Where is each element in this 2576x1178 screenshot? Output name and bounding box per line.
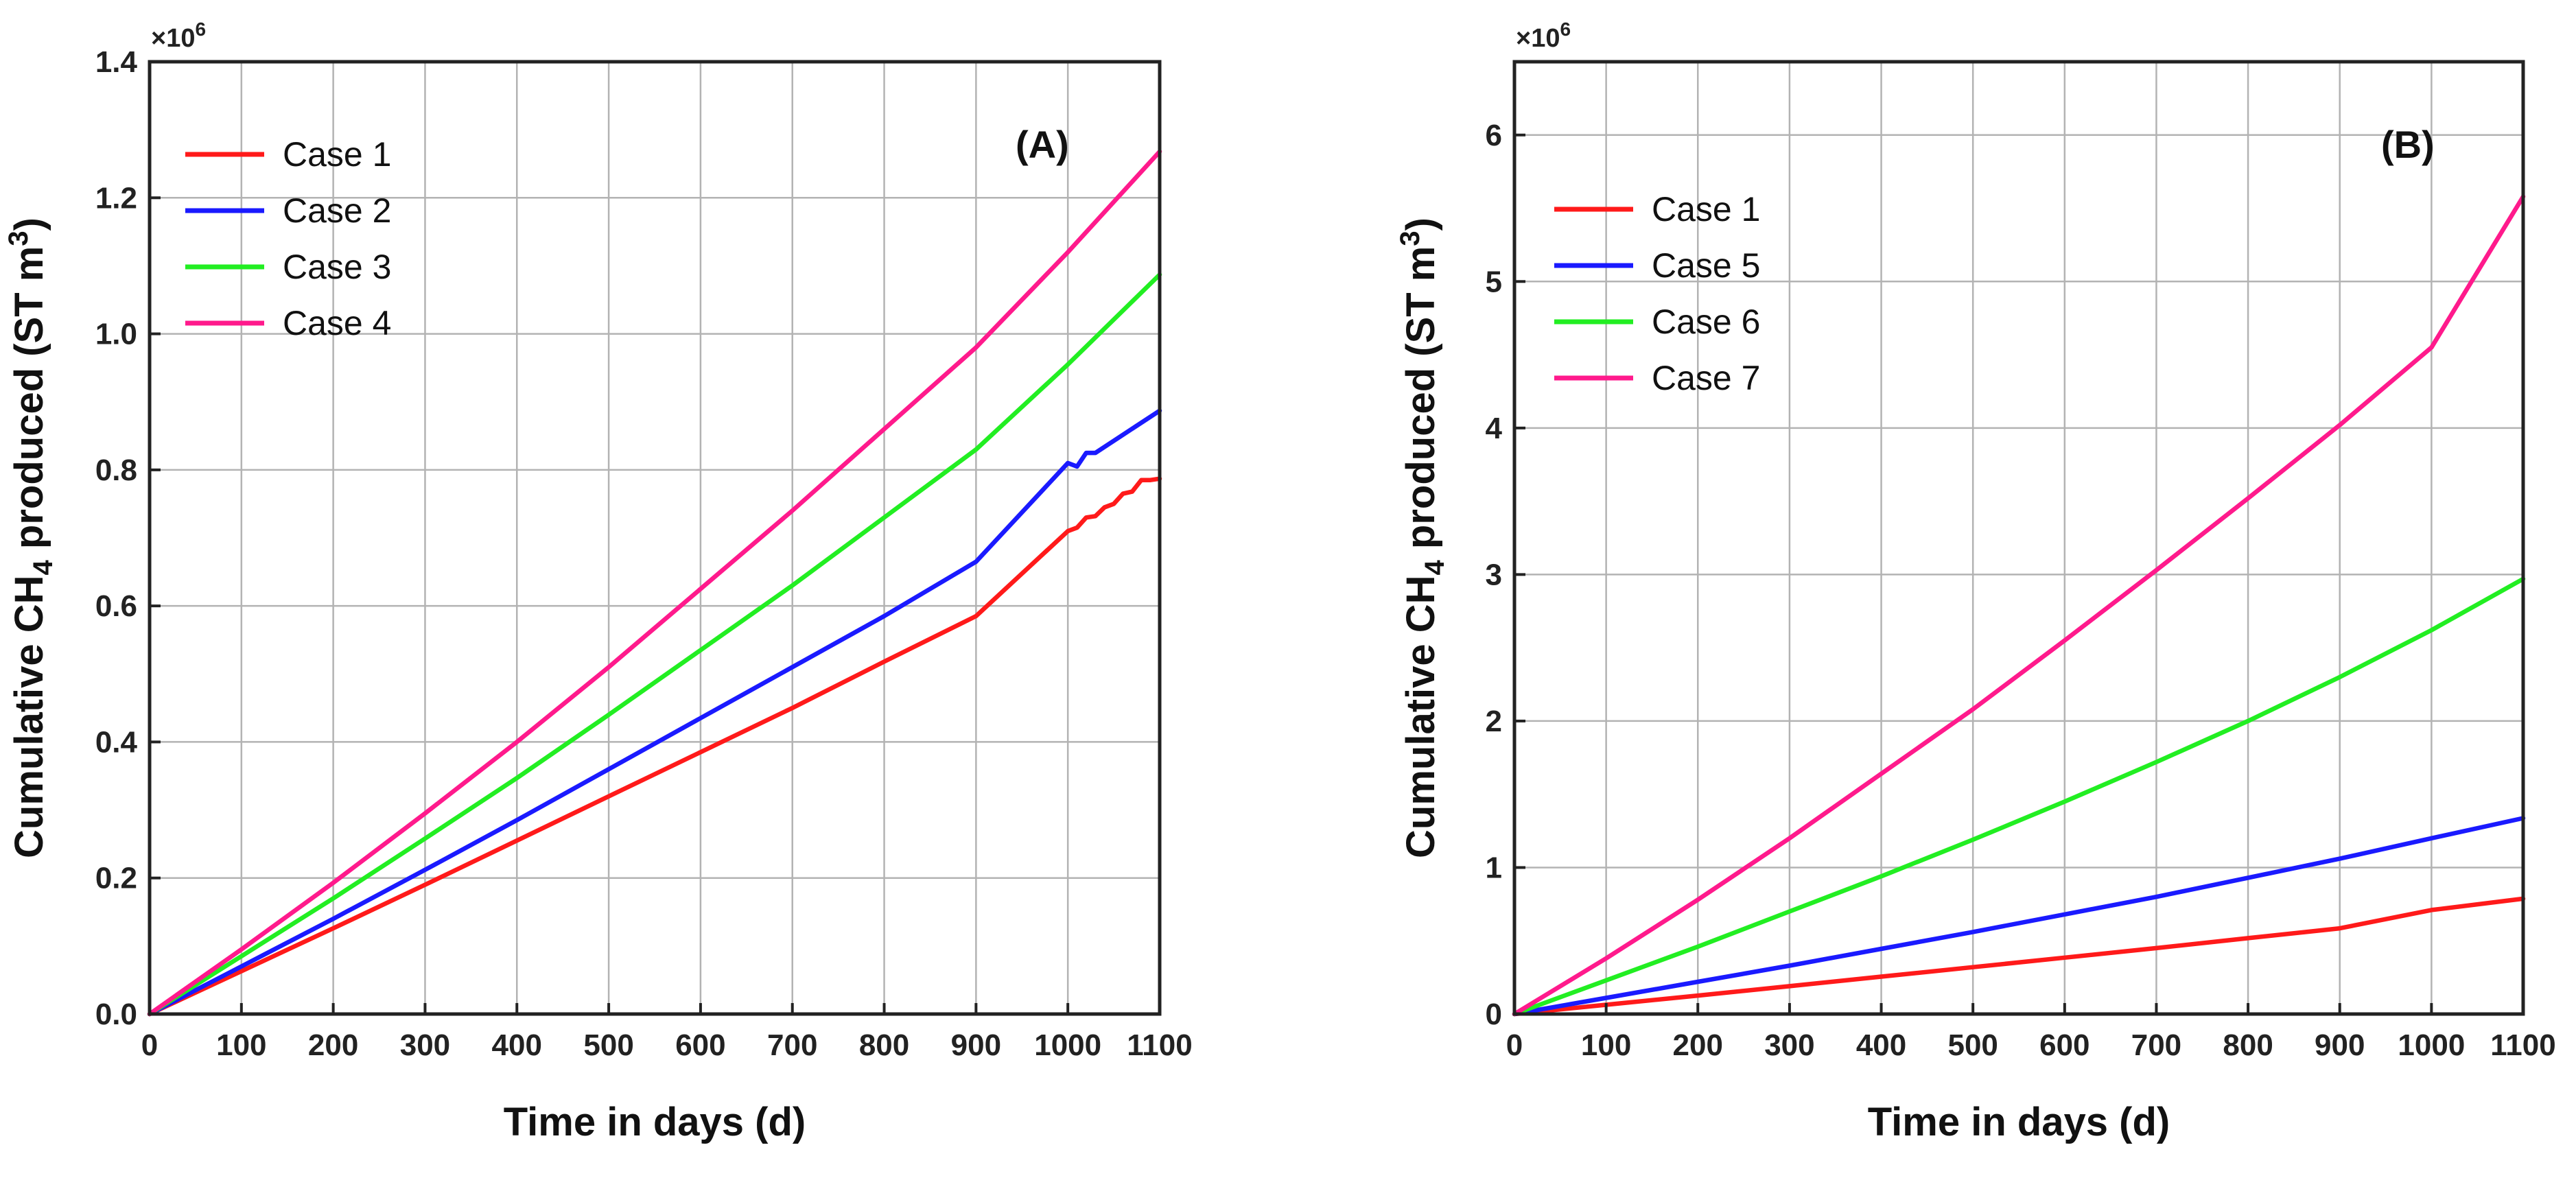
x-axis-title: Time in days (d): [504, 1100, 806, 1144]
x-tick-label: 100: [1581, 1028, 1631, 1062]
x-tick-label: 0: [1506, 1028, 1523, 1062]
y-tick-label: 0: [1486, 998, 1502, 1031]
legend-label: Case 4: [283, 304, 391, 342]
x-tick-label: 1100: [2490, 1028, 2555, 1062]
series-line-case-2: [147, 408, 1162, 1017]
series-line-case-1: [147, 476, 1162, 1017]
chart-panel-a: 0 100 200 300 400 500 600 700 800 900 1000 1100 0.0 0…: [3, 19, 1193, 1144]
ticks: 0 100 200 300 400 500 600 700 800 900 1000 1100 0 1 2 3…: [1486, 119, 2556, 1062]
x-tick-label: 0: [141, 1028, 158, 1062]
y-axis-title: Cumulative CH4 produced (ST m3): [1395, 217, 1450, 858]
x-tick-label: 500: [583, 1028, 633, 1062]
series-line-case-7: [1512, 194, 2526, 1017]
x-tick-label: 200: [308, 1028, 358, 1062]
series-group: [1512, 194, 2526, 1017]
ticks: 0 100 200 300 400 500 600 700 800 900 1000 1100 0.0 0…: [95, 45, 1193, 1062]
y-tick-label: 0.6: [95, 589, 137, 623]
y-tick-label: 1.0: [95, 318, 137, 351]
x-tick-label: 800: [2223, 1028, 2273, 1062]
panel-label: (B): [2381, 123, 2435, 166]
x-tick-label: 900: [2315, 1028, 2365, 1062]
legend-label: Case 1: [283, 135, 391, 174]
x-tick-label: 300: [400, 1028, 450, 1062]
y-axis-title: Cumulative CH4 produced (ST m3): [3, 217, 58, 858]
y-tick-label: 0.4: [95, 725, 138, 759]
y-tick-label: 1.2: [95, 181, 137, 215]
y-multiplier: ×106: [151, 19, 206, 53]
legend-label: Case 2: [283, 191, 391, 230]
plot-frame: [148, 60, 1162, 1016]
x-tick-label: 400: [492, 1028, 542, 1062]
y-tick-label: 0.8: [95, 453, 137, 487]
x-tick-label: 1100: [1127, 1028, 1192, 1062]
legend-label: Case 7: [1652, 359, 1760, 397]
grid: [1514, 62, 2523, 1014]
y-tick-label: 0.0: [95, 998, 137, 1031]
x-tick-label: 900: [951, 1028, 1001, 1062]
x-axis-title: Time in days (d): [1868, 1100, 2170, 1144]
legend-label: Case 3: [283, 248, 391, 286]
x-tick-label: 800: [859, 1028, 909, 1062]
y-tick-label: 4: [1486, 412, 1503, 445]
chart-panel-b: 0 100 200 300 400 500 600 700 800 900 1000 1100 0 1 2 3…: [1395, 19, 2556, 1144]
y-multiplier: ×106: [1516, 19, 1571, 53]
x-tick-label: 200: [1673, 1028, 1723, 1062]
y-tick-label: 5: [1486, 265, 1502, 298]
series-group: [147, 149, 1162, 1017]
x-tick-label: 1000: [1034, 1028, 1101, 1062]
legend-label: Case 6: [1652, 303, 1760, 341]
grid: [150, 62, 1160, 1014]
y-tick-label: 1: [1486, 851, 1502, 884]
panel-label: (A): [1016, 123, 1069, 166]
series-line-case-5: [1512, 816, 2526, 1017]
series-line-case-1: [1512, 896, 2526, 1017]
x-tick-label: 1000: [2398, 1028, 2465, 1062]
y-tick-label: 0.2: [95, 862, 137, 895]
y-tick-label: 3: [1486, 558, 1502, 591]
x-tick-label: 600: [2039, 1028, 2089, 1062]
x-tick-label: 100: [216, 1028, 266, 1062]
x-tick-label: 400: [1856, 1028, 1906, 1062]
legend: Case 1 Case 5 Case 6 Case 7: [1554, 190, 1760, 397]
y-tick-label: 1.4: [95, 45, 138, 79]
series-line-case-3: [147, 272, 1162, 1017]
x-tick-label: 700: [2131, 1028, 2181, 1062]
plot-frame: [1512, 60, 2525, 1016]
series-line-case-6: [1512, 576, 2526, 1017]
y-tick-label: 6: [1486, 119, 1502, 152]
x-tick-label: 500: [1947, 1028, 1998, 1062]
x-tick-label: 600: [675, 1028, 725, 1062]
x-tick-label: 300: [1764, 1028, 1814, 1062]
legend: Case 1 Case 2 Case 3 Case 4: [185, 135, 391, 342]
legend-label: Case 1: [1652, 190, 1760, 228]
x-tick-label: 700: [767, 1028, 817, 1062]
y-tick-label: 2: [1486, 705, 1502, 738]
series-line-case-4: [147, 149, 1162, 1017]
legend-label: Case 5: [1652, 246, 1760, 285]
